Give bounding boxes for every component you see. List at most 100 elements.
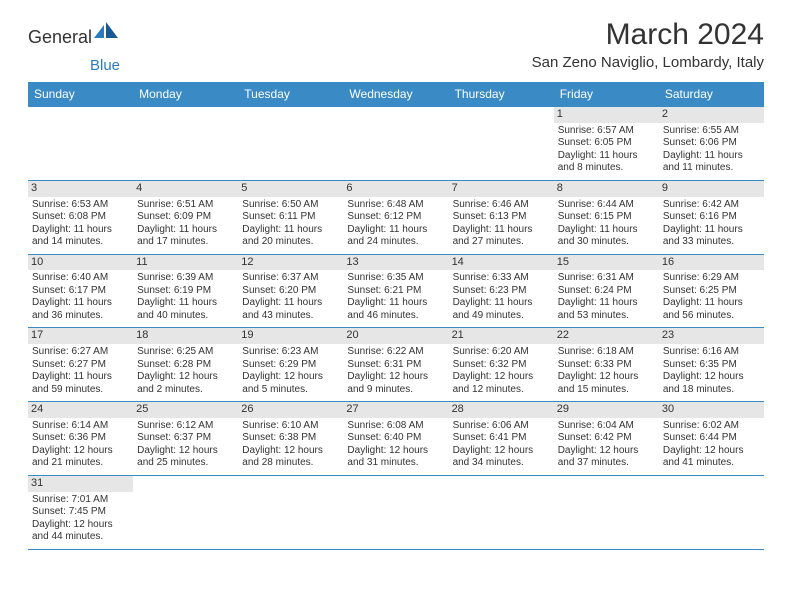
day-number: 29 — [554, 402, 659, 418]
day-number: 23 — [659, 328, 764, 344]
day-details: Sunrise: 6:04 AMSunset: 6:42 PMDaylight:… — [558, 420, 655, 470]
day-number: 9 — [659, 181, 764, 197]
calendar-cell — [449, 107, 554, 181]
calendar-row: 1Sunrise: 6:57 AMSunset: 6:05 PMDaylight… — [28, 107, 764, 181]
day-number: 5 — [238, 181, 343, 197]
day-details: Sunrise: 6:23 AMSunset: 6:29 PMDaylight:… — [242, 346, 339, 396]
calendar-cell — [343, 475, 448, 549]
day-number: 6 — [343, 181, 448, 197]
day-details: Sunrise: 6:20 AMSunset: 6:32 PMDaylight:… — [453, 346, 550, 396]
calendar-cell — [554, 475, 659, 549]
calendar-cell: 2Sunrise: 6:55 AMSunset: 6:06 PMDaylight… — [659, 107, 764, 181]
calendar-cell — [449, 475, 554, 549]
day-number: 18 — [133, 328, 238, 344]
day-details: Sunrise: 6:29 AMSunset: 6:25 PMDaylight:… — [663, 272, 760, 322]
day-number: 17 — [28, 328, 133, 344]
calendar-cell: 7 Sunrise: 6:46 AMSunset: 6:13 PMDaylight… — [449, 180, 554, 254]
calendar-cell: 18 Sunrise: 6:25 AMSunset: 6:28 PMDayligh… — [133, 328, 238, 402]
day-number: 21 — [449, 328, 554, 344]
calendar-cell — [238, 107, 343, 181]
day-number: 11 — [133, 255, 238, 271]
weekday-header-row: SundayMondayTuesdayWednesdayThursdayFrid… — [28, 82, 764, 107]
day-number: 22 — [554, 328, 659, 344]
day-details: Sunrise: 6:55 AMSunset: 6:06 PMDaylight:… — [663, 125, 760, 175]
calendar-cell: 6 Sunrise: 6:48 AMSunset: 6:12 PMDaylight… — [343, 180, 448, 254]
day-number: 16 — [659, 255, 764, 271]
day-details: Sunrise: 6:06 AMSunset: 6:41 PMDaylight:… — [453, 420, 550, 470]
day-details: Sunrise: 6:37 AMSunset: 6:20 PMDaylight:… — [242, 272, 339, 322]
calendar-cell: 1Sunrise: 6:57 AMSunset: 6:05 PMDaylight… — [554, 107, 659, 181]
calendar-table: SundayMondayTuesdayWednesdayThursdayFrid… — [28, 82, 764, 550]
day-number: 30 — [659, 402, 764, 418]
day-number: 31 — [28, 476, 133, 492]
calendar-cell — [133, 107, 238, 181]
day-number: 4 — [133, 181, 238, 197]
day-details: Sunrise: 6:35 AMSunset: 6:21 PMDaylight:… — [347, 272, 444, 322]
day-number: 14 — [449, 255, 554, 271]
day-details: Sunrise: 6:40 AMSunset: 6:17 PMDaylight:… — [32, 272, 129, 322]
day-details: Sunrise: 6:50 AMSunset: 6:11 PMDaylight:… — [242, 199, 339, 249]
weekday-header: Tuesday — [238, 82, 343, 107]
calendar-cell: 19Sunrise: 6:23 AMSunset: 6:29 PMDayligh… — [238, 328, 343, 402]
day-details: Sunrise: 6:33 AMSunset: 6:23 PMDaylight:… — [453, 272, 550, 322]
day-details: Sunrise: 6:48 AMSunset: 6:12 PMDaylight:… — [347, 199, 444, 249]
weekday-header: Friday — [554, 82, 659, 107]
title-block: March 2024 San Zeno Naviglio, Lombardy, … — [532, 18, 764, 71]
day-number: 1 — [554, 107, 659, 123]
calendar-row: 17 Sunrise: 6:27 AMSunset: 6:27 PMDayligh… — [28, 328, 764, 402]
day-details: Sunrise: 6:10 AMSunset: 6:38 PMDaylight:… — [242, 420, 339, 470]
day-details: Sunrise: 6:39 AMSunset: 6:19 PMDaylight:… — [137, 272, 234, 322]
calendar-cell: 14Sunrise: 6:33 AMSunset: 6:23 PMDayligh… — [449, 254, 554, 328]
day-number: 10 — [28, 255, 133, 271]
calendar-row: 3 Sunrise: 6:53 AMSunset: 6:08 PMDaylight… — [28, 180, 764, 254]
day-number: 7 — [449, 181, 554, 197]
day-details: Sunrise: 6:46 AMSunset: 6:13 PMDaylight:… — [453, 199, 550, 249]
calendar-cell: 17 Sunrise: 6:27 AMSunset: 6:27 PMDayligh… — [28, 328, 133, 402]
title-location: San Zeno Naviglio, Lombardy, Italy — [532, 54, 764, 71]
day-number: 3 — [28, 181, 133, 197]
calendar-cell: 28 Sunrise: 6:06 AMSunset: 6:41 PMDayligh… — [449, 402, 554, 476]
day-details: Sunrise: 6:14 AMSunset: 6:36 PMDaylight:… — [32, 420, 129, 470]
day-number: 26 — [238, 402, 343, 418]
day-details: Sunrise: 6:02 AMSunset: 6:44 PMDaylight:… — [663, 420, 760, 470]
calendar-cell — [659, 475, 764, 549]
day-details: Sunrise: 6:25 AMSunset: 6:28 PMDaylight:… — [137, 346, 234, 396]
calendar-cell: 12Sunrise: 6:37 AMSunset: 6:20 PMDayligh… — [238, 254, 343, 328]
day-details: Sunrise: 6:51 AMSunset: 6:09 PMDaylight:… — [137, 199, 234, 249]
day-number: 13 — [343, 255, 448, 271]
calendar-cell: 21 Sunrise: 6:20 AMSunset: 6:32 PMDayligh… — [449, 328, 554, 402]
day-number: 27 — [343, 402, 448, 418]
calendar-cell: 31Sunrise: 7:01 AMSunset: 7:45 PMDayligh… — [28, 475, 133, 549]
day-details: Sunrise: 6:27 AMSunset: 6:27 PMDaylight:… — [32, 346, 129, 396]
calendar-page: General March 2024 San Zeno Naviglio, Lo… — [0, 0, 792, 568]
day-details: Sunrise: 6:16 AMSunset: 6:35 PMDaylight:… — [663, 346, 760, 396]
day-number: 12 — [238, 255, 343, 271]
day-details: Sunrise: 6:31 AMSunset: 6:24 PMDaylight:… — [558, 272, 655, 322]
calendar-cell: 3 Sunrise: 6:53 AMSunset: 6:08 PMDaylight… — [28, 180, 133, 254]
calendar-cell: 11Sunrise: 6:39 AMSunset: 6:19 PMDayligh… — [133, 254, 238, 328]
calendar-cell — [28, 107, 133, 181]
calendar-cell: 16Sunrise: 6:29 AMSunset: 6:25 PMDayligh… — [659, 254, 764, 328]
calendar-row: 24 Sunrise: 6:14 AMSunset: 6:36 PMDayligh… — [28, 402, 764, 476]
day-details: Sunrise: 6:44 AMSunset: 6:15 PMDaylight:… — [558, 199, 655, 249]
day-details: Sunrise: 6:53 AMSunset: 6:08 PMDaylight:… — [32, 199, 129, 249]
calendar-row: 31Sunrise: 7:01 AMSunset: 7:45 PMDayligh… — [28, 475, 764, 549]
calendar-cell: 29 Sunrise: 6:04 AMSunset: 6:42 PMDayligh… — [554, 402, 659, 476]
day-number: 15 — [554, 255, 659, 271]
day-number: 8 — [554, 181, 659, 197]
day-number: 28 — [449, 402, 554, 418]
calendar-cell: 25 Sunrise: 6:12 AMSunset: 6:37 PMDayligh… — [133, 402, 238, 476]
day-number: 20 — [343, 328, 448, 344]
calendar-row: 10Sunrise: 6:40 AMSunset: 6:17 PMDayligh… — [28, 254, 764, 328]
calendar-cell: 26 Sunrise: 6:10 AMSunset: 6:38 PMDayligh… — [238, 402, 343, 476]
calendar-cell — [238, 475, 343, 549]
day-details: Sunrise: 6:12 AMSunset: 6:37 PMDaylight:… — [137, 420, 234, 470]
day-number: 25 — [133, 402, 238, 418]
day-number: 24 — [28, 402, 133, 418]
brand-name-part1: General — [28, 27, 92, 48]
calendar-cell: 5 Sunrise: 6:50 AMSunset: 6:11 PMDaylight… — [238, 180, 343, 254]
calendar-cell: 20Sunrise: 6:22 AMSunset: 6:31 PMDayligh… — [343, 328, 448, 402]
calendar-cell — [133, 475, 238, 549]
calendar-cell: 22Sunrise: 6:18 AMSunset: 6:33 PMDayligh… — [554, 328, 659, 402]
brand-sail-icon — [94, 22, 120, 43]
